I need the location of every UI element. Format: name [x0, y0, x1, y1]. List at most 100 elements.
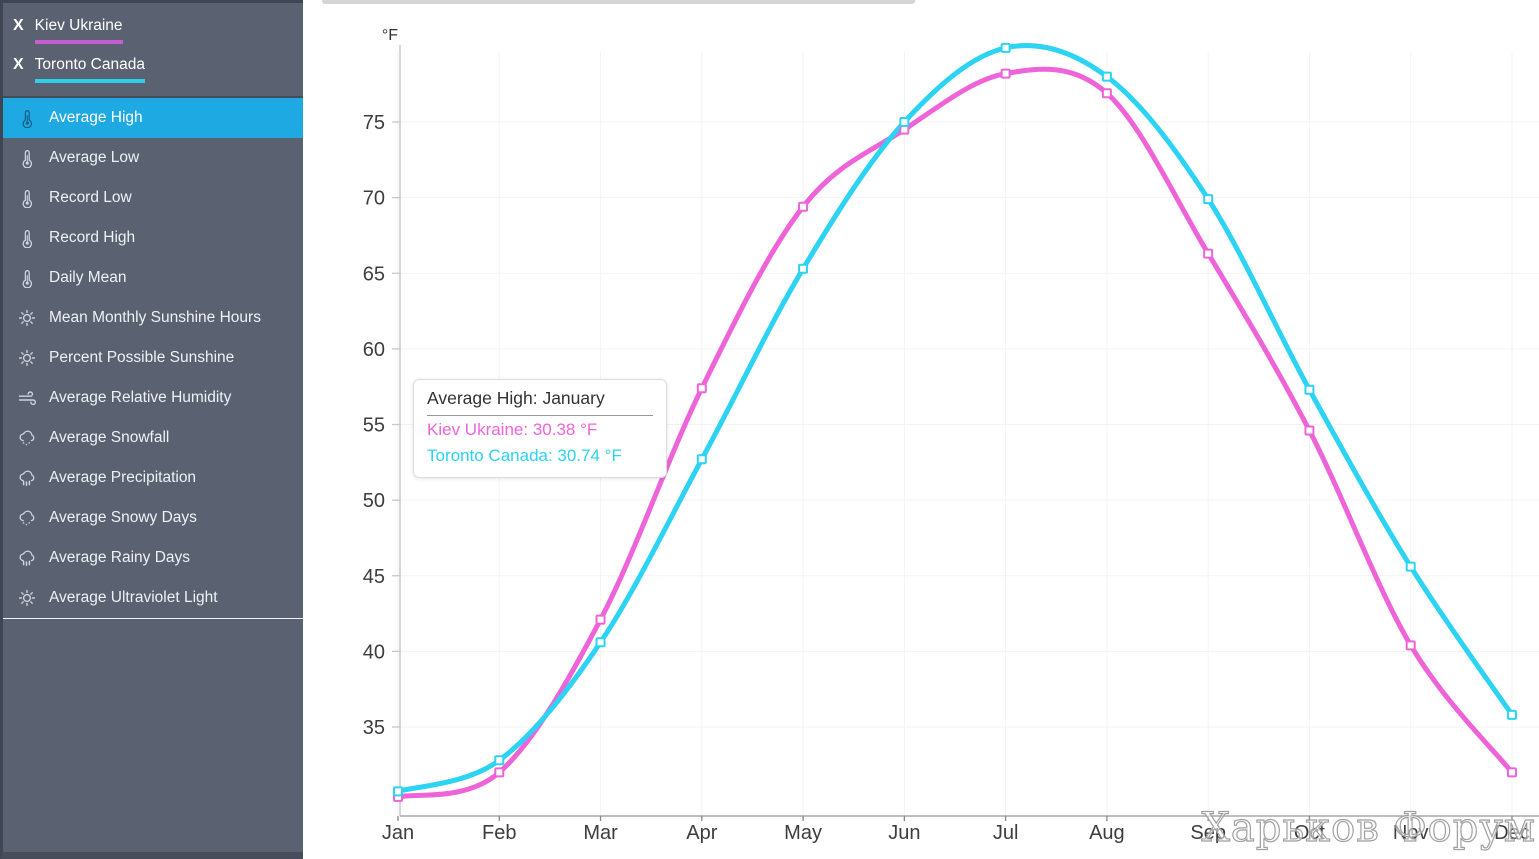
- y-axis-label: 45: [363, 566, 385, 588]
- data-point-marker[interactable]: [1203, 248, 1214, 259]
- data-point-marker[interactable]: [494, 767, 505, 778]
- data-point-marker[interactable]: [1101, 71, 1112, 82]
- thermometer-icon: [17, 148, 37, 168]
- menu-item-average-high[interactable]: Average High: [3, 98, 303, 138]
- y-axis-label: 70: [363, 188, 385, 210]
- thermometer-icon: [17, 268, 37, 288]
- tooltip-rows: Kiev Ukraine: 30.38 °F Toronto Canada: 30…: [427, 419, 653, 468]
- close-city-button[interactable]: X: [13, 17, 24, 34]
- menu-item-label: Average Relative Humidity: [49, 389, 232, 406]
- x-axis-label: Sep: [1190, 822, 1226, 844]
- y-axis-label: 35: [363, 717, 385, 739]
- y-axis-label: 55: [363, 415, 385, 437]
- city-list: X Kiev Ukraine X Toronto Canada: [3, 3, 303, 96]
- menu-item-record-high[interactable]: Record High: [3, 218, 303, 258]
- data-point-marker[interactable]: [1000, 68, 1011, 79]
- close-city-button[interactable]: X: [13, 56, 24, 73]
- menu-item-average-snowy-days[interactable]: Average Snowy Days: [3, 498, 303, 538]
- data-point-marker[interactable]: [1203, 194, 1214, 205]
- series-markers-toronto-canada: [393, 42, 1517, 797]
- data-point-marker[interactable]: [1405, 640, 1416, 651]
- menu-item-percent-possible-sunshine[interactable]: Percent Possible Sunshine: [3, 338, 303, 378]
- tooltip-row-toronto-canada: Toronto Canada: 30.74 °F: [427, 445, 622, 465]
- y-axis-label: 75: [363, 112, 385, 134]
- menu-item-average-precipitation[interactable]: Average Precipitation: [3, 458, 303, 498]
- menu-item-daily-mean[interactable]: Daily Mean: [3, 258, 303, 298]
- chart-tooltip: Average High: January Kiev Ukraine: 30.3…: [413, 379, 667, 478]
- data-point-marker[interactable]: [696, 454, 707, 465]
- x-axis-label: May: [784, 822, 822, 844]
- sun-icon: [17, 308, 37, 328]
- city-row-kiev-ukraine: X Kiev Ukraine: [3, 11, 303, 50]
- sidebar: X Kiev Ukraine X Toronto Canada Average Hig…: [0, 0, 303, 859]
- data-point-marker[interactable]: [1101, 88, 1112, 99]
- y-axis-label: 50: [363, 490, 385, 512]
- menu-item-label: Average Snowy Days: [49, 509, 197, 526]
- menu-item-average-rainy-days[interactable]: Average Rainy Days: [3, 538, 303, 578]
- menu-item-label: Record High: [49, 229, 136, 246]
- city-label[interactable]: Kiev Ukraine: [34, 16, 123, 44]
- menu-item-label: Average Snowfall: [49, 429, 170, 446]
- x-axis-label: Apr: [686, 822, 717, 844]
- data-point-marker[interactable]: [1000, 42, 1011, 53]
- menu-item-mean-monthly-sunshine-hours[interactable]: Mean Monthly Sunshine Hours: [3, 298, 303, 338]
- cloud-rain-icon: [17, 548, 37, 568]
- axes: 35 40 45 50 55 60 65 70 75 Jan Feb Mar Apr May Jun Jul A…: [363, 27, 1539, 844]
- x-axis-label: Oct: [1294, 822, 1326, 844]
- data-point-marker[interactable]: [1304, 384, 1315, 395]
- unit-label: °F: [382, 27, 398, 44]
- data-point-marker[interactable]: [696, 383, 707, 394]
- metric-menu: Average High Average Low Record Low Record …: [3, 96, 303, 618]
- tooltip-title: Average High: January: [427, 388, 653, 416]
- data-point-marker[interactable]: [595, 637, 606, 648]
- data-point-marker[interactable]: [1506, 767, 1517, 778]
- menu-item-average-relative-humidity[interactable]: Average Relative Humidity: [3, 378, 303, 418]
- tooltip-row-kiev-ukraine: Kiev Ukraine: 30.38 °F: [427, 420, 598, 439]
- city-label[interactable]: Toronto Canada: [34, 55, 145, 83]
- menu-item-label: Record Low: [49, 189, 132, 206]
- x-axis-label: Jul: [993, 822, 1019, 844]
- menu-item-label: Average Low: [49, 149, 140, 166]
- data-point-marker[interactable]: [1304, 425, 1315, 436]
- menu-item-label: Average Precipitation: [49, 469, 197, 486]
- thermometer-icon: [17, 188, 37, 208]
- menu-item-average-low[interactable]: Average Low: [3, 138, 303, 178]
- sun-icon: [17, 348, 37, 368]
- data-point-marker[interactable]: [1405, 561, 1416, 572]
- menu-item-label: Average Rainy Days: [49, 549, 191, 566]
- menu-item-record-low[interactable]: Record Low: [3, 178, 303, 218]
- menu-item-average-snowfall[interactable]: Average Snowfall: [3, 418, 303, 458]
- x-axis-label: Jan: [382, 822, 414, 844]
- menu-item-label: Mean Monthly Sunshine Hours: [49, 309, 261, 326]
- data-point-marker[interactable]: [494, 755, 505, 766]
- data-point-marker[interactable]: [798, 201, 809, 212]
- data-point-marker[interactable]: [899, 117, 910, 127]
- y-axis-label: 65: [363, 263, 385, 285]
- sun-icon: [17, 588, 37, 608]
- data-point-marker[interactable]: [1506, 709, 1517, 720]
- temperature-line-chart: 35 40 45 50 55 60 65 70 75 Jan Feb Mar Apr May Jun Jul A…: [363, 27, 1539, 844]
- thermometer-icon: [17, 108, 37, 128]
- thermometer-icon: [17, 228, 37, 248]
- menu-item-label: Average Ultraviolet Light: [49, 589, 218, 606]
- city-row-toronto-canada: X Toronto Canada: [3, 50, 303, 89]
- data-point-marker[interactable]: [595, 614, 606, 625]
- data-point-marker[interactable]: [798, 263, 809, 274]
- menu-item-average-ultraviolet-light[interactable]: Average Ultraviolet Light: [3, 578, 303, 618]
- data-point-marker[interactable]: [393, 786, 403, 797]
- x-axis-label: Mar: [583, 822, 618, 844]
- y-axis-label: 60: [363, 339, 385, 361]
- menu-item-label: Percent Possible Sunshine: [49, 349, 235, 366]
- sidebar-divider: [3, 618, 303, 619]
- menu-item-label: Daily Mean: [49, 269, 127, 286]
- x-axis-label: Nov: [1393, 822, 1429, 844]
- top-gray-bar: [322, 0, 915, 4]
- x-axis-label: Feb: [482, 822, 516, 844]
- wind-icon: [17, 388, 37, 408]
- x-axis-label: Aug: [1089, 822, 1125, 844]
- x-axis-label: Jun: [888, 822, 920, 844]
- x-axis-label: Dec: [1494, 822, 1530, 844]
- y-axis-label: 40: [363, 641, 385, 663]
- menu-item-label: Average High: [49, 109, 143, 126]
